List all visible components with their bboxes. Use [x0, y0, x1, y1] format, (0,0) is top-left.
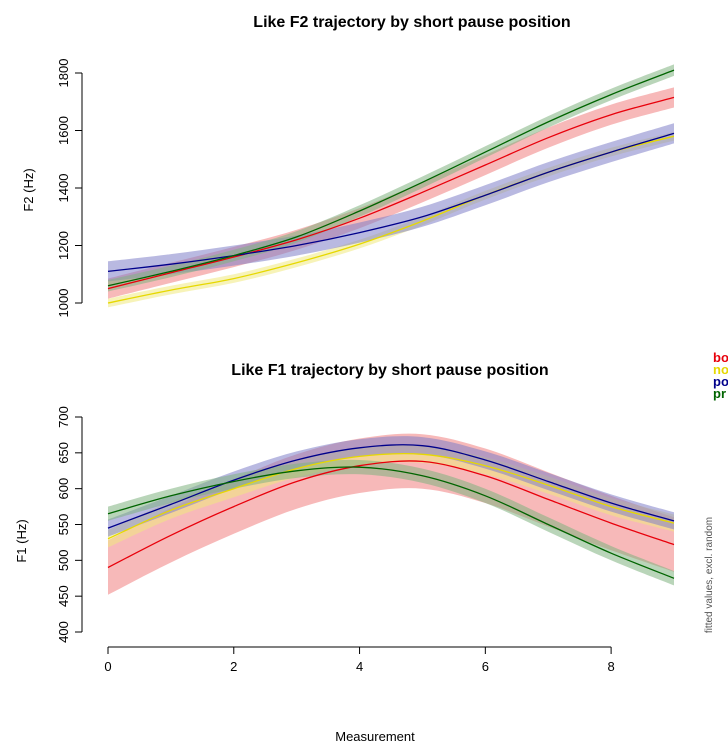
legend-item-pr: pr [713, 386, 726, 401]
f1-y-tick-label: 400 [56, 621, 71, 643]
f1-y-tick-label: 700 [56, 406, 71, 428]
f1-panel: Like F1 trajectory by short pause positi… [14, 362, 675, 744]
f2-line-pr [107, 69, 675, 287]
f2-line-po [107, 132, 675, 273]
f2-y-tick-label: 1400 [56, 174, 71, 203]
f2-panel: Like F2 trajectory by short pause positi… [21, 14, 675, 318]
f2-y-axis: 1000 1200 1400 1600 1800 [56, 59, 83, 318]
f1-series-layer [107, 433, 675, 595]
legend-item-bo: bo [713, 350, 728, 365]
f1-line-no [107, 452, 675, 540]
f1-line-pr [107, 466, 675, 579]
f2-y-tick-label: 1000 [56, 289, 71, 318]
f2-line-bo [107, 96, 675, 290]
x-tick-label: 8 [607, 659, 614, 674]
f1-y-axis-label: F1 (Hz) [14, 519, 29, 562]
f1-band-no [108, 444, 674, 548]
f1-axes: 400 450 500 550 600 650 700 0 2 4 6 8 [56, 406, 615, 674]
f2-series-layer [107, 64, 675, 308]
x-tick-label: 6 [482, 659, 489, 674]
f2-band-pr [108, 64, 674, 292]
f1-y-tick-label: 450 [56, 585, 71, 607]
legend-item-po: po [713, 374, 728, 389]
f1-line-bo [107, 460, 675, 569]
f1-y-tick-label: 550 [56, 514, 71, 536]
x-tick-label: 2 [230, 659, 237, 674]
f2-y-axis-label: F2 (Hz) [21, 168, 36, 211]
f2-y-tick-label: 1800 [56, 59, 71, 88]
f1-chart-title: Like F1 trajectory by short pause positi… [231, 362, 548, 379]
f1-line-po [107, 444, 675, 529]
f1-y-tick-label: 650 [56, 442, 71, 464]
x-tick-label: 4 [356, 659, 363, 674]
f2-y-tick-label: 1200 [56, 231, 71, 260]
f2-chart-title: Like F2 trajectory by short pause positi… [253, 14, 570, 31]
x-axis-label: Measurement [335, 729, 415, 744]
x-tick-label: 0 [104, 659, 111, 674]
f2-y-tick-label: 1600 [56, 116, 71, 145]
legend-item-no: no [713, 362, 728, 377]
side-note: fitted values, excl. random [704, 517, 715, 633]
f1-y-tick-label: 600 [56, 478, 71, 500]
f1-y-tick-label: 500 [56, 549, 71, 571]
